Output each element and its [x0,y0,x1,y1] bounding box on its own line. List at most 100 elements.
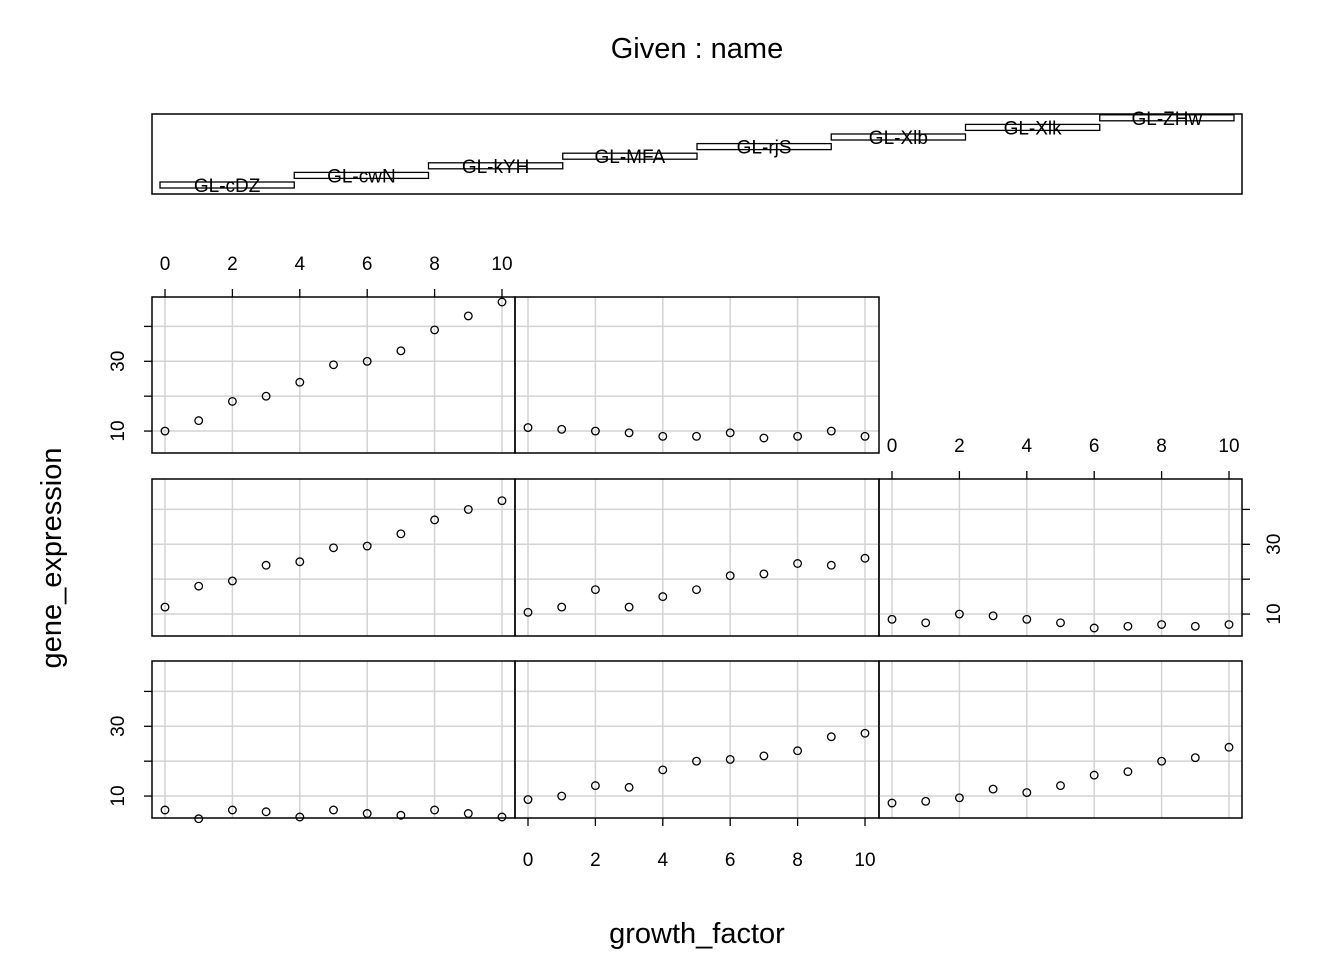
given-interval [427,162,564,170]
panel-frame [878,478,1243,637]
x-tick-label: 6 [1089,436,1100,457]
x-tick-label: 2 [227,254,238,275]
data-point [329,360,338,370]
scatter-panels: 10 30 0 2 4 6 8 10 0 2 4 6 8 10 10 30 0 2 4 6 8 10 10 30 [108,254,1285,871]
panel-GL-ZHw [514,296,880,454]
data-point [692,431,701,441]
data-point [658,592,668,602]
data-point [1157,620,1167,629]
data-point [624,428,634,438]
y-axis-title: gene_expression [36,448,68,669]
data-point [692,756,701,766]
y-tick-label: 10 [1264,603,1285,624]
data-point [1056,781,1065,791]
data-point [887,798,897,808]
data-point [793,746,803,756]
data-point [590,781,600,791]
data-point [954,793,964,803]
panel-frame [514,296,880,454]
panel-GL-Xlk: 0 2 4 6 8 10 10 30 [108,254,516,454]
data-point [1022,614,1032,624]
given-level-label: GL-Xlb [869,128,928,149]
y-tick-label: 30 [108,351,129,372]
data-point [396,346,406,356]
data-point [590,585,600,595]
data-point [557,424,567,434]
panel-GL-MFA [151,478,516,637]
data-point [194,416,204,426]
data-point [463,809,473,818]
given-level-label: GL-kYH [462,157,530,178]
x-tick-label: 0 [887,436,898,457]
data-point [160,602,170,612]
data-point [725,428,735,438]
given-interval [830,133,967,141]
x-tick-label: 8 [429,254,440,275]
data-point [860,728,870,738]
panel-frame [151,296,516,454]
x-tick-label: 10 [854,850,875,871]
given-interval [1099,114,1235,122]
x-tick-label: 4 [1022,436,1033,457]
given-interval [159,181,295,189]
data-point [329,543,338,553]
y-tick-label: 30 [1264,534,1285,555]
panel-GL-Xlb: 0 2 4 6 8 10 10 30 [878,436,1285,637]
panel-frame [514,478,880,637]
data-point [261,807,271,817]
x-tick-label: 6 [725,850,736,871]
data-point [523,423,533,433]
data-point [1123,767,1133,777]
data-point [1089,623,1099,633]
data-point [261,391,271,401]
data-point [362,809,372,818]
data-point [921,796,931,806]
data-point [295,557,305,567]
data-point [295,377,305,387]
data-point [860,553,870,563]
given-panel-frame [151,113,1243,195]
data-point [590,426,600,436]
x-tick-label: 4 [295,254,306,275]
x-tick-label: 4 [658,850,669,871]
x-tick-label: 10 [491,254,512,275]
data-point [329,805,338,815]
x-tick-label: 8 [792,850,803,871]
data-point [557,602,567,612]
data-point [430,325,440,335]
given-level-label: GL-cwN [327,166,396,187]
data-point [497,812,507,822]
data-point [826,732,836,742]
data-point [463,504,473,514]
data-point [497,297,507,307]
panel-frame [514,660,880,819]
given-level-label: GL-Xlk [1004,118,1063,139]
data-point [793,559,803,568]
data-point [759,569,769,579]
data-point [988,784,998,794]
given-interval [293,171,430,180]
data-point [227,396,237,406]
panel-frame [151,478,516,637]
x-axis-title: growth_factor [609,918,785,950]
given-interval [562,152,698,160]
data-point [624,602,634,612]
given-level-label: GL-cDZ [194,176,261,197]
data-point [887,614,897,624]
data-point [793,431,803,441]
data-point [227,805,237,815]
x-tick-label: 0 [160,254,171,275]
chart-title: Given : name [611,33,783,65]
data-point [725,754,735,764]
data-point [725,571,735,581]
data-point [759,433,769,443]
data-point [160,426,170,436]
data-point [463,311,473,321]
panel-GL-cwN: 0 2 4 6 8 10 [514,660,880,871]
data-point [227,576,237,586]
panel-GL-rjS [514,478,880,637]
x-tick-label: 6 [362,254,373,275]
data-point [921,618,931,628]
y-tick-label: 10 [108,420,129,441]
data-point [1224,742,1234,752]
